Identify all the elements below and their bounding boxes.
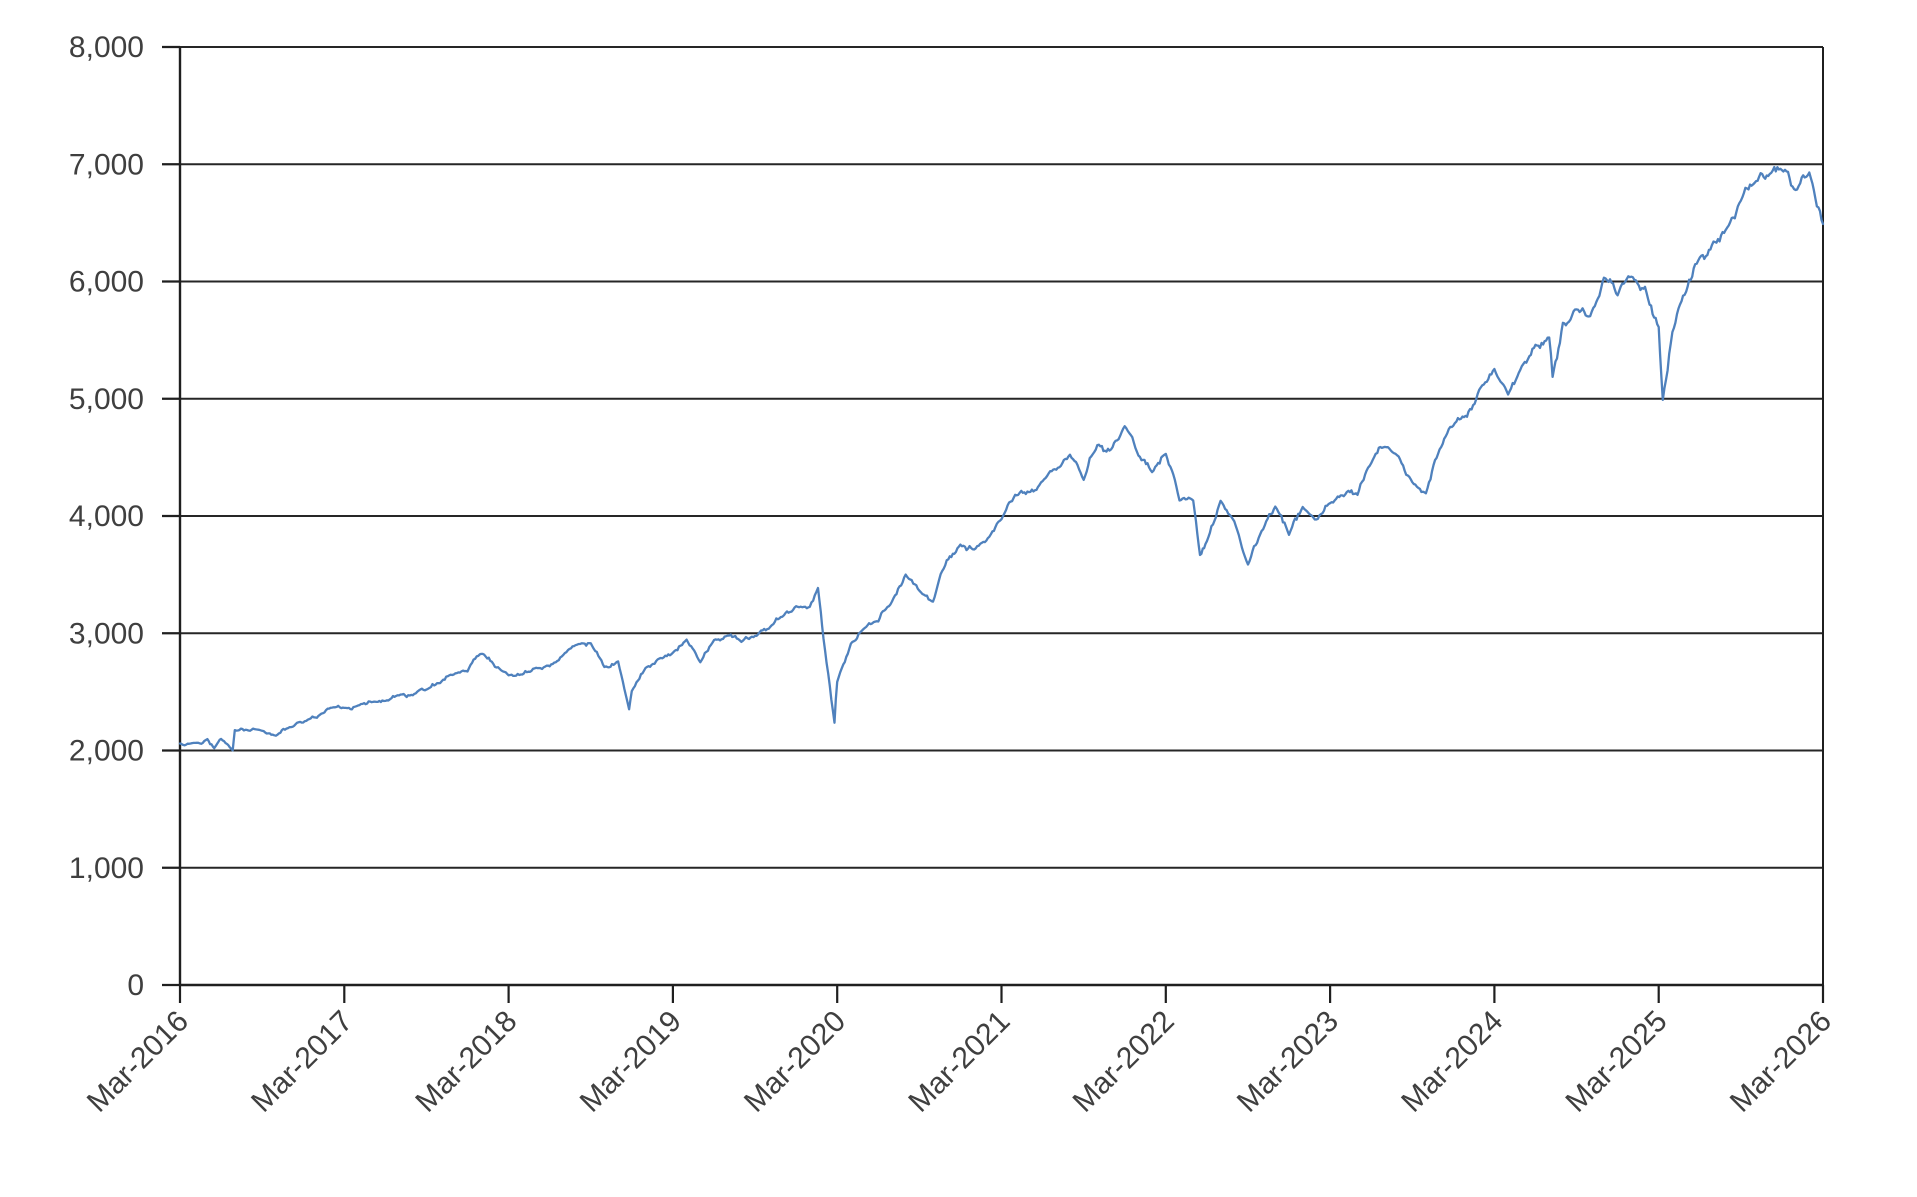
y-tick-label: 5,000 <box>69 383 144 416</box>
y-tick-label: 8,000 <box>69 31 144 64</box>
y-tick-label: 0 <box>127 969 144 1002</box>
y-tick-label: 4,000 <box>69 500 144 533</box>
y-tick-label: 3,000 <box>69 617 144 650</box>
y-tick-label: 7,000 <box>69 148 144 181</box>
y-tick-label: 2,000 <box>69 735 144 768</box>
y-tick-label: 1,000 <box>69 852 144 885</box>
y-tick-label: 6,000 <box>69 266 144 299</box>
index-price-line <box>178 165 1825 752</box>
